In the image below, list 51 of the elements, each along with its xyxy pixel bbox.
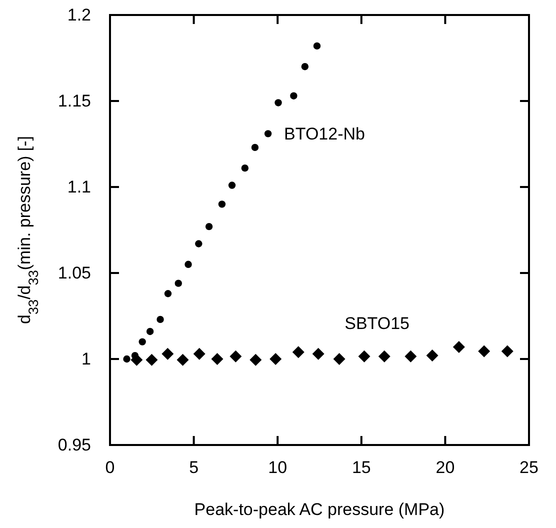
x-tick-label: 15	[352, 458, 371, 477]
x-tick-label: 20	[436, 458, 455, 477]
point	[174, 280, 182, 287]
point	[264, 130, 272, 138]
y-tick-label: 1.2	[67, 6, 91, 24]
point	[301, 63, 309, 70]
point	[123, 355, 130, 363]
x-tick-label: 0	[105, 458, 115, 477]
point	[205, 222, 213, 230]
point	[138, 338, 146, 346]
point	[146, 354, 158, 366]
point	[184, 260, 192, 268]
point	[426, 350, 438, 362]
y-tick-label: 1.1	[67, 178, 91, 196]
point	[230, 350, 242, 362]
point	[378, 350, 390, 362]
y-tick-label: 1.05	[58, 264, 91, 282]
point	[452, 340, 465, 353]
y-tick-label: 1	[82, 350, 91, 368]
point	[251, 144, 259, 152]
series-label: BTO12-Nb	[284, 124, 365, 144]
point	[164, 290, 172, 298]
point	[211, 353, 224, 365]
point	[195, 240, 202, 248]
point	[478, 345, 490, 358]
point	[501, 345, 514, 358]
point	[250, 354, 262, 366]
point	[156, 316, 164, 324]
point	[312, 348, 324, 360]
point	[274, 99, 282, 106]
x-tick-label: 10	[268, 458, 288, 477]
point	[313, 42, 321, 50]
point	[193, 348, 206, 360]
point	[333, 353, 346, 365]
point	[176, 354, 189, 366]
y-tick-label: 1.15	[58, 92, 91, 110]
series-label: SBTO15	[344, 314, 410, 333]
x-tick-label: 25	[520, 458, 538, 477]
x-tick-label: 5	[189, 458, 199, 477]
point	[241, 164, 249, 172]
point	[146, 328, 154, 336]
x-axis-title: Peak-to-peak AC pressure (MPa)	[194, 500, 445, 519]
y-tick-label: 0.95	[58, 436, 91, 454]
point	[290, 92, 298, 100]
point	[358, 350, 370, 362]
point	[270, 353, 282, 365]
point	[228, 182, 236, 189]
point	[292, 346, 304, 358]
point	[218, 200, 226, 208]
point	[162, 348, 174, 360]
point	[404, 350, 417, 362]
